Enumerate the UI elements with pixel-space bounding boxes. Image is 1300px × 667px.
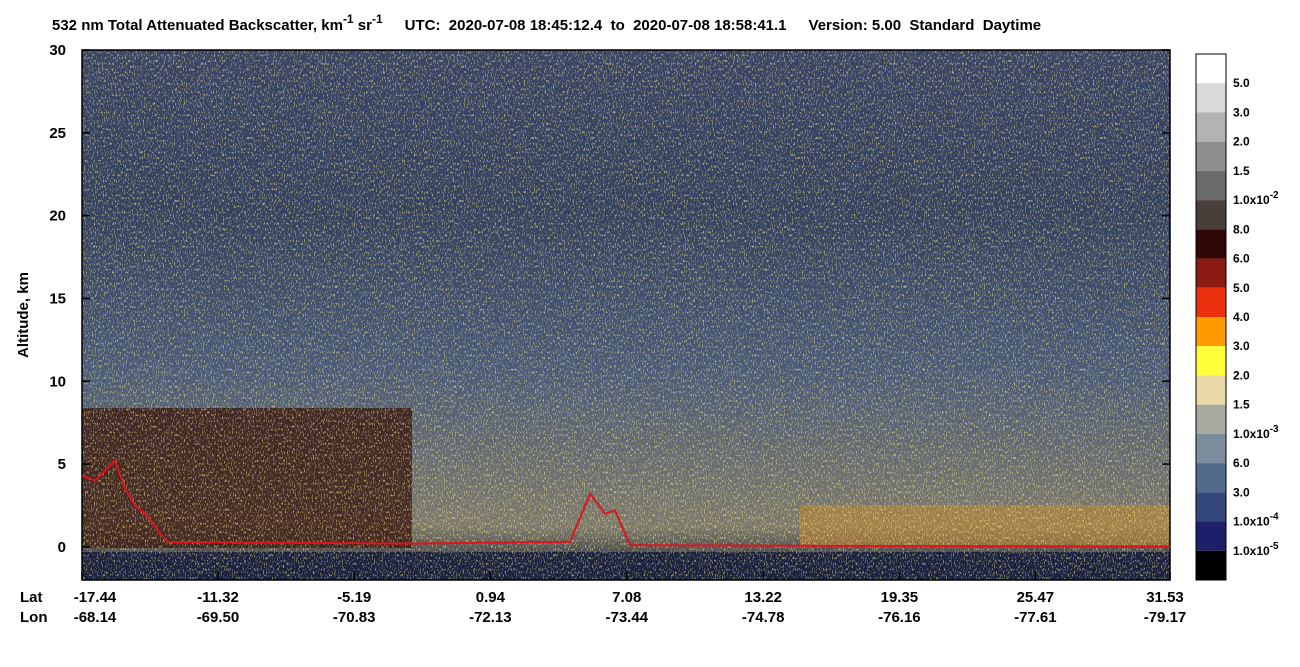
x-tick-label: 31.53 <box>1146 589 1184 606</box>
lon-label: -79.17 <box>1144 609 1187 626</box>
colorbar-label-text: 4.0 <box>1233 310 1250 324</box>
x-tick-label: 19.35 <box>881 589 919 606</box>
lon-label: -70.83 <box>333 609 376 626</box>
x-tick-label: 7.08 <box>612 589 641 606</box>
colorbar-label-text: 5.0 <box>1233 281 1250 295</box>
colorbar-label-text: 1.0x10 <box>1233 427 1270 441</box>
colorbar-bin <box>1196 170 1226 201</box>
colorbar-label: 1.0x10-3 <box>1233 424 1279 441</box>
x-row-label: Lat <box>20 589 43 606</box>
colorbar-label-sup: -5 <box>1270 541 1279 552</box>
colorbar-bin <box>1196 463 1226 493</box>
colorbar-label: 6.0 <box>1233 252 1250 266</box>
colorbar-label: 3.0 <box>1233 485 1250 499</box>
colorbar-label-text: 1.0x10 <box>1233 515 1270 529</box>
colorbar-label-text: 6.0 <box>1233 252 1250 266</box>
title-sup: -1 <box>372 12 383 26</box>
colorbar-bin <box>1196 404 1226 434</box>
x-tick-label: 0.94 <box>476 589 506 606</box>
colorbar-label-text: 5.0 <box>1233 76 1250 90</box>
colorbar-label-text: 2.0 <box>1233 368 1250 382</box>
colorbar-bin <box>1196 550 1226 580</box>
colorbar-label-text: 1.0x10 <box>1233 193 1270 207</box>
colorbar-bin <box>1196 287 1226 317</box>
y-tick-label: 5 <box>58 456 66 473</box>
plot-frame <box>81 49 1171 581</box>
colorbar-bin <box>1196 317 1226 347</box>
colorbar-bin <box>1196 112 1226 142</box>
lon-label: -68.14 <box>74 609 117 626</box>
lon-label: -69.50 <box>197 609 240 626</box>
colorbar-label-sup: -3 <box>1270 424 1279 435</box>
colorbar-label-text: 3.0 <box>1233 485 1250 499</box>
colorbar-label-sup: -4 <box>1270 512 1279 523</box>
colorbar-label: 4.0 <box>1233 310 1250 324</box>
colorbar-label-text: 1.5 <box>1233 398 1250 412</box>
colorbar-bin <box>1196 375 1226 405</box>
y-tick-label: 20 <box>49 208 66 225</box>
title-text: sr <box>354 17 373 34</box>
lon-label: -77.61 <box>1014 609 1057 626</box>
y-tick-label: 0 <box>58 539 66 556</box>
lon-label: -74.78 <box>742 609 785 626</box>
y-tick-label: 15 <box>49 290 66 307</box>
time-range: UTC: 2020-07-08 18:45:12.4 to 2020-07-08… <box>405 17 787 34</box>
colorbar-label: 5.0 <box>1233 76 1250 90</box>
colorbar-label: 1.5 <box>1233 398 1250 412</box>
lon-label: -76.16 <box>878 609 921 626</box>
x-tick-label: 25.47 <box>1017 589 1055 606</box>
colorbar-label-sup: -2 <box>1270 190 1279 201</box>
colorbar-label: 8.0 <box>1233 222 1250 236</box>
x-tick-label: -5.19 <box>337 589 371 606</box>
colorbar-label-text: 2.0 <box>1233 135 1250 149</box>
x-tick-label: -17.44 <box>74 589 117 606</box>
colorbar-bin <box>1196 54 1226 84</box>
image-noise <box>82 50 1170 580</box>
title-text: 532 nm Total Attenuated Backscatter, km <box>52 17 343 34</box>
x-tick-label: 13.22 <box>744 589 782 606</box>
colorbar-frame <box>1195 53 1227 581</box>
colorbar-bin <box>1196 492 1226 522</box>
colorbar-label: 1.0x10-4 <box>1233 512 1279 529</box>
version: Version: 5.00 Standard Daytime <box>809 17 1042 34</box>
lon-label: -73.44 <box>606 609 649 626</box>
colorbar-label-text: 3.0 <box>1233 339 1250 353</box>
colorbar-label-text: 3.0 <box>1233 105 1250 119</box>
colorbar-label-text: 1.0x10 <box>1233 544 1270 558</box>
y-tick-label: 10 <box>49 373 66 390</box>
colorbar-label: 3.0 <box>1233 339 1250 353</box>
colorbar-label: 2.0 <box>1233 368 1250 382</box>
colorbar-label: 5.0 <box>1233 281 1250 295</box>
title-sup: -1 <box>343 12 354 26</box>
y-axis-label: Altitude, km <box>15 272 32 358</box>
colorbar-bin <box>1196 433 1226 464</box>
colorbar-bin <box>1196 346 1226 376</box>
y-tick-label: 30 <box>49 42 66 59</box>
colorbar-label: 2.0 <box>1233 135 1250 149</box>
colorbar-label: 1.5 <box>1233 164 1250 178</box>
y-tick-label: 25 <box>49 125 66 142</box>
surface-line <box>81 458 1171 548</box>
colorbar-label: 1.0x10-2 <box>1233 190 1279 207</box>
colorbar-bin <box>1196 200 1226 230</box>
colorbar-label: 6.0 <box>1233 456 1250 470</box>
lon-label: -72.13 <box>469 609 512 626</box>
colorbar-label: 3.0 <box>1233 105 1250 119</box>
x-row-label: Lon <box>20 609 48 626</box>
colorbar-label: 1.0x10-5 <box>1233 541 1279 558</box>
x-tick-label: -11.32 <box>197 589 239 606</box>
colorbar-bin <box>1196 229 1226 259</box>
chart-title: 532 nm Total Attenuated Backscatter, km-… <box>52 12 1041 34</box>
colorbar-bin <box>1196 141 1226 171</box>
backscatter-image <box>82 50 1170 580</box>
colorbar-bin <box>1196 83 1226 113</box>
colorbar-bin <box>1196 521 1226 551</box>
colorbar-label-text: 1.5 <box>1233 164 1250 178</box>
colorbar-label-text: 8.0 <box>1233 222 1250 236</box>
colorbar-label-text: 6.0 <box>1233 456 1250 470</box>
colorbar-bin <box>1196 258 1226 288</box>
